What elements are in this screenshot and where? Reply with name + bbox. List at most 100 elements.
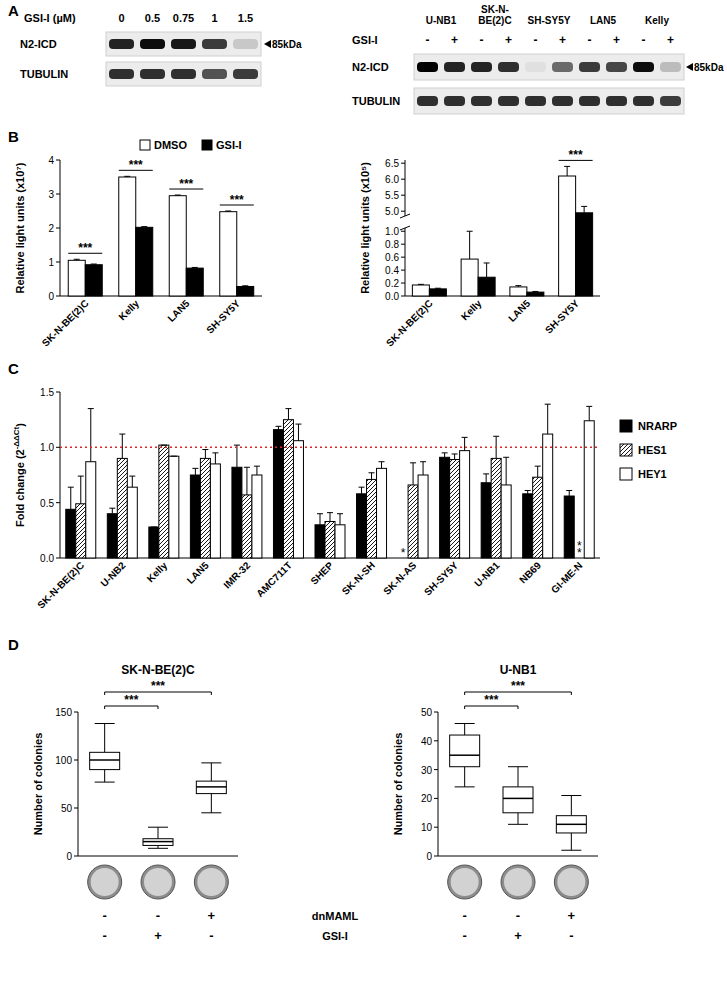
blot-band: [171, 69, 196, 79]
category-label: SK-N-AS: [381, 559, 418, 596]
category-label: LAN5: [165, 297, 192, 324]
significance-label: ***: [511, 679, 525, 693]
tick: [434, 740, 438, 741]
error-cap: [442, 452, 448, 453]
significance-line: [211, 692, 212, 695]
plot-marks: [412, 166, 592, 296]
tick: [434, 769, 438, 770]
error-bar: [371, 473, 372, 480]
condition-sign: +: [154, 928, 162, 943]
tick-label: 5.5: [385, 190, 399, 201]
bar: [86, 462, 96, 558]
tick-label: 4: [48, 155, 54, 166]
bar: [408, 485, 418, 558]
whisker: [211, 794, 212, 813]
bar: [283, 420, 293, 558]
median: [450, 754, 480, 756]
whisker: [571, 833, 572, 850]
median: [556, 824, 586, 826]
reference-line: [60, 447, 600, 449]
significance-label: ***: [230, 193, 244, 207]
box: [143, 839, 173, 846]
tick-label: 0.4: [385, 265, 399, 276]
error-bar: [205, 450, 206, 459]
colony-image: [141, 865, 175, 899]
error-bar: [486, 474, 487, 483]
axis-line: [60, 392, 61, 558]
error-bar: [340, 514, 341, 525]
significance-line: [104, 706, 105, 709]
error-cap: [74, 259, 80, 260]
error-cap: [68, 487, 74, 488]
significance-label: ***: [78, 241, 92, 255]
lane-label: 0.5: [145, 12, 160, 24]
tick: [434, 712, 438, 713]
error-cap: [418, 284, 424, 285]
bar: [491, 458, 501, 558]
bar: [440, 457, 450, 558]
median: [143, 841, 173, 843]
tick-label: 40: [421, 736, 433, 747]
condition-sign: -: [569, 928, 573, 943]
blot-background: [414, 54, 684, 80]
axis-line: [438, 712, 439, 856]
condition-sign: +: [514, 928, 522, 943]
blot-band: [417, 62, 438, 72]
category-label: IMR-32: [221, 559, 252, 590]
tick: [401, 195, 405, 196]
error-cap: [88, 408, 94, 409]
error-cap: [379, 461, 385, 462]
error-cap: [78, 476, 84, 477]
error-bar: [215, 453, 216, 464]
legend-swatch: [202, 140, 212, 150]
tick: [401, 163, 405, 164]
row-label: TUBULIN: [20, 68, 68, 80]
treatment-label: GSI-I: [352, 34, 378, 46]
bar: [501, 485, 511, 558]
significance-line: [464, 692, 465, 695]
annotation: **: [577, 539, 582, 560]
error-bar: [132, 476, 133, 487]
axis-line: [78, 712, 79, 856]
tick: [401, 283, 405, 284]
error-bar: [236, 445, 237, 467]
bar: [543, 434, 553, 558]
blot-band: [606, 62, 627, 72]
significance-label: ***: [129, 158, 143, 172]
bar: [76, 504, 86, 558]
tick-label: 3: [48, 189, 54, 200]
bar: [200, 458, 210, 558]
axis-title: Number of colonies: [392, 733, 404, 836]
whisker: [158, 827, 159, 839]
bar: [478, 277, 495, 296]
blot-band: [660, 96, 681, 106]
tick-label: 0.2: [385, 278, 399, 289]
error-bar: [112, 508, 113, 514]
error-cap: [327, 512, 333, 513]
tick-label: 50: [421, 707, 433, 718]
blot-band: [525, 96, 546, 106]
tick-label: 20: [421, 793, 433, 804]
tick-label: 5.0: [385, 206, 399, 217]
panel-label: A: [8, 2, 19, 19]
lane-label: +: [505, 33, 512, 47]
error-cap: [129, 476, 135, 477]
blot-band: [202, 69, 227, 79]
colony-image-well: [144, 868, 172, 896]
group-label-line: LAN5: [590, 15, 617, 26]
bar: [68, 260, 85, 296]
tick-label: 1.5: [40, 387, 54, 398]
error-bar: [464, 437, 465, 450]
error-bar: [80, 476, 81, 504]
bar: [107, 514, 117, 558]
whisker-cap: [95, 782, 115, 783]
tick-label: 0.0: [40, 553, 54, 564]
error-bar: [413, 463, 414, 485]
category-label: GI-ME-N: [549, 560, 585, 596]
blot-band: [579, 96, 600, 106]
blot-band: [552, 96, 573, 106]
whisker-cap: [201, 812, 221, 813]
whisker-cap: [148, 827, 168, 828]
significance-label: ***: [569, 148, 583, 162]
tick-label: 0.6: [385, 252, 399, 263]
